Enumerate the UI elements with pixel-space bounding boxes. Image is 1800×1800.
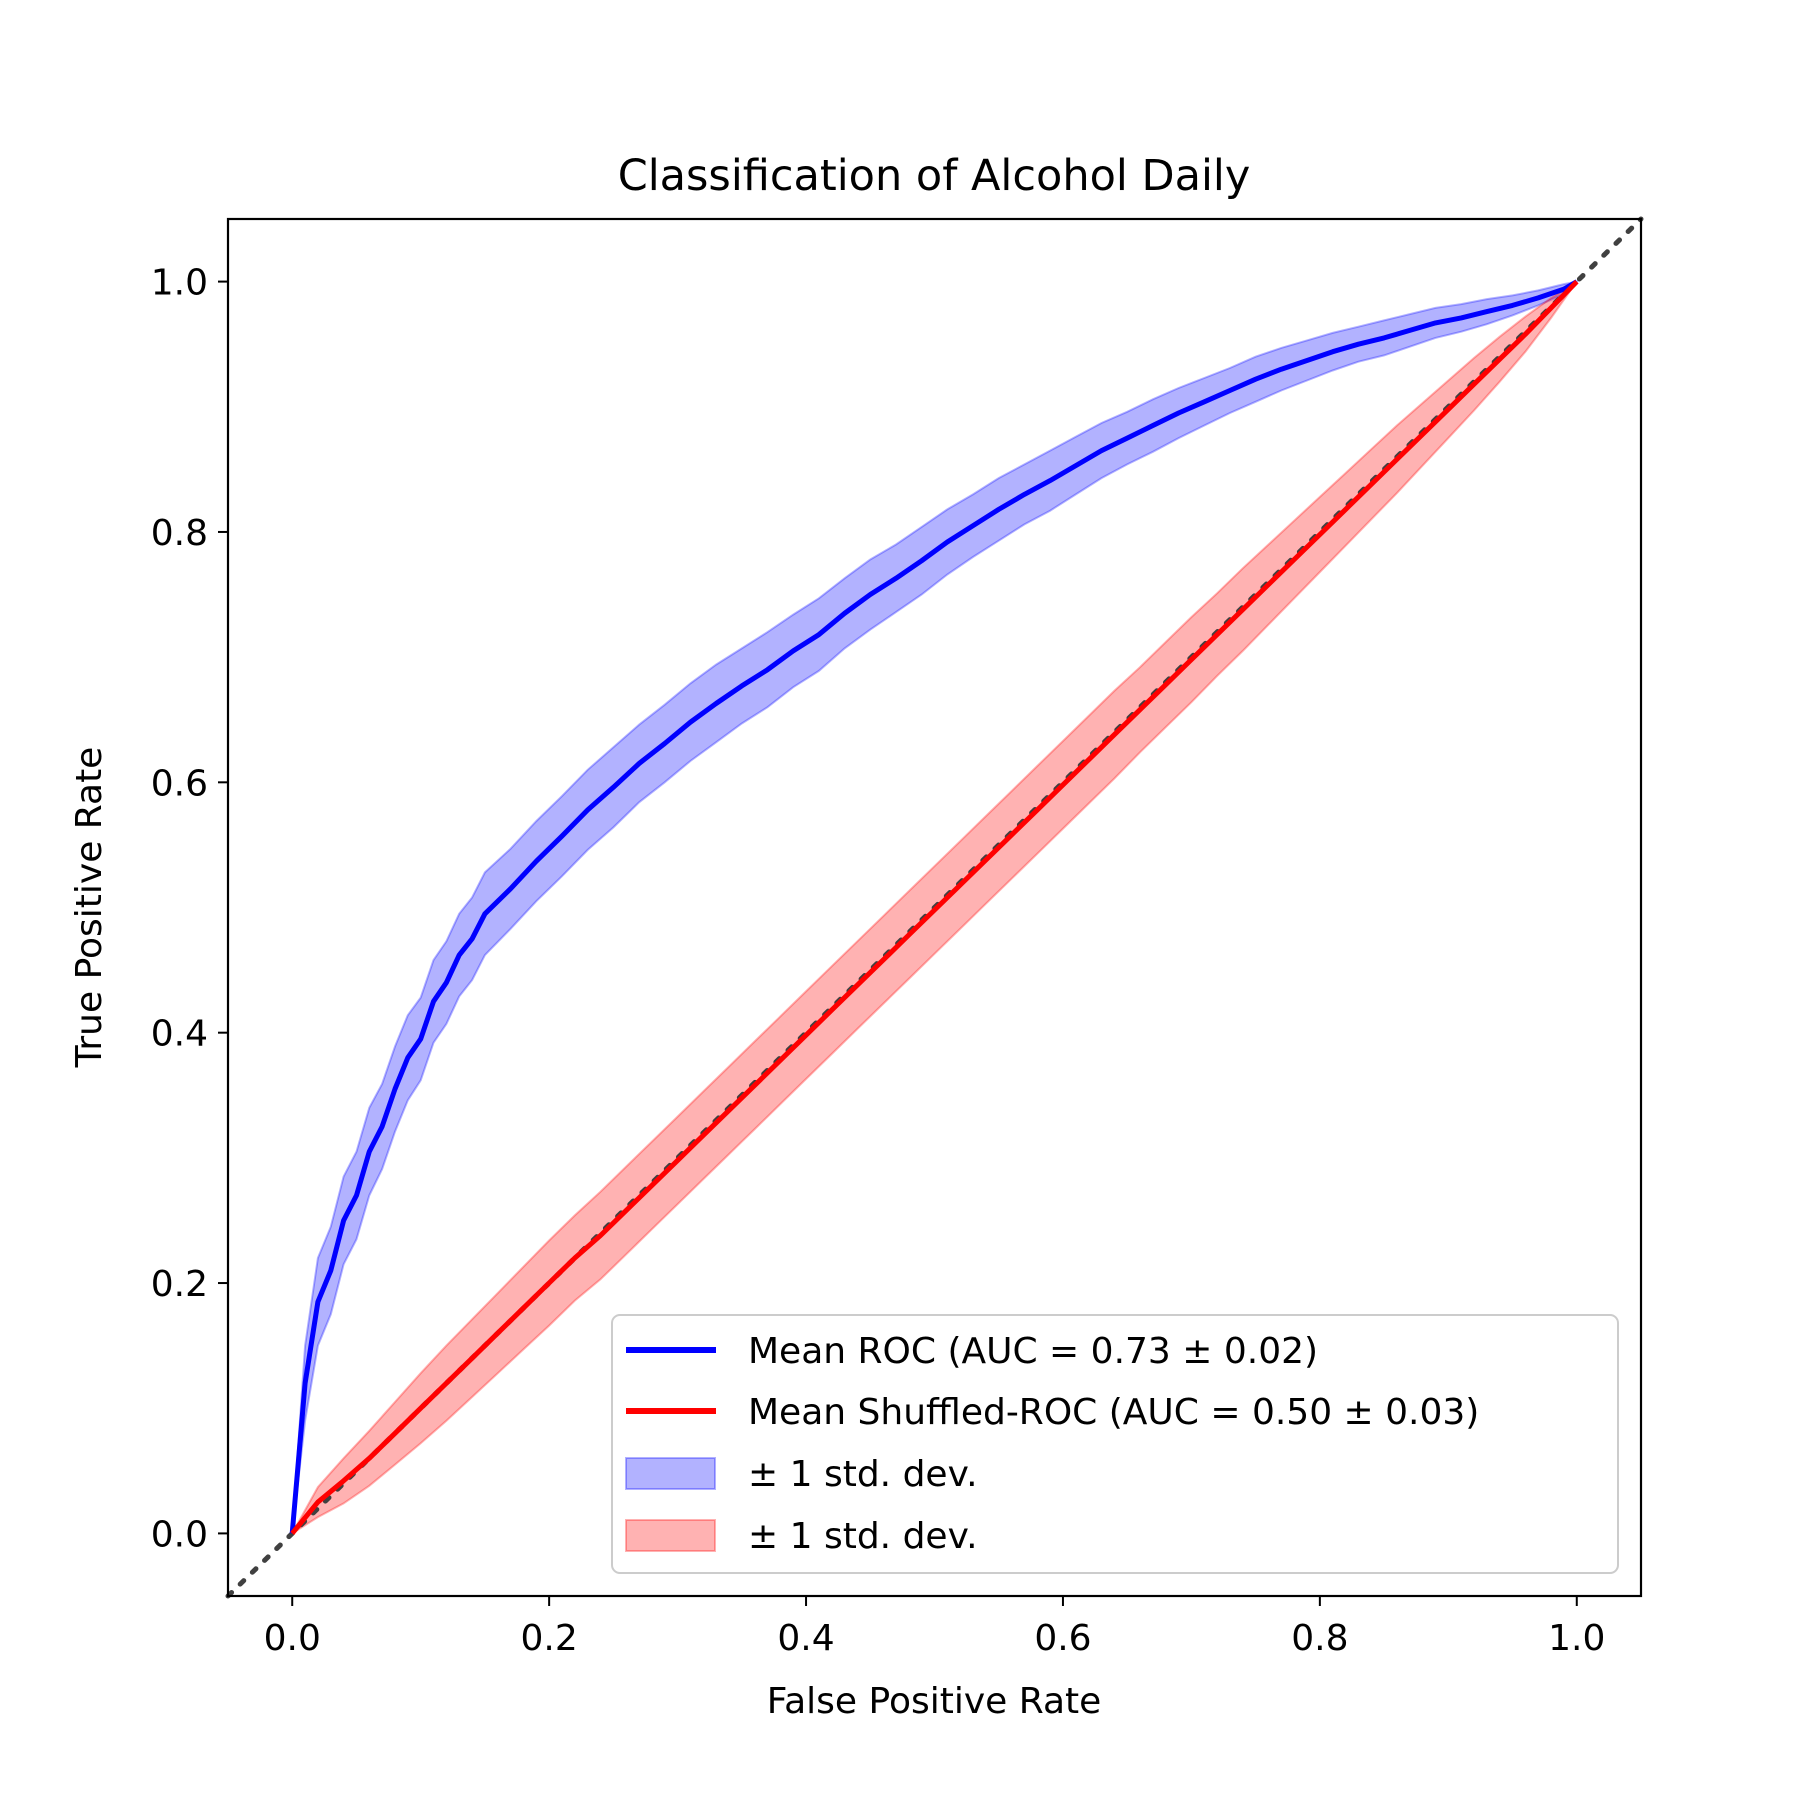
x-tick-label: 0.8	[1291, 1618, 1348, 1659]
y-tick-label: 1.0	[151, 263, 208, 304]
legend-label-red-band: ± 1 std. dev.	[748, 1516, 978, 1557]
x-axis-ticks: 0.0 0.2 0.4 0.6 0.8 1.0	[264, 1596, 1605, 1659]
x-tick-label: 1.0	[1548, 1618, 1605, 1659]
x-axis-label: False Positive Rate	[767, 1681, 1102, 1722]
y-tick-label: 0.2	[151, 1264, 208, 1305]
legend: Mean ROC (AUC = 0.73 ± 0.02) Mean Shuffl…	[611, 1314, 1619, 1574]
chart-title: Classification of Alcohol Daily	[618, 151, 1251, 201]
y-tick-label: 0.6	[151, 763, 208, 804]
plot-frame	[226, 217, 1643, 1598]
y-axis-label: True Positive Rate	[69, 747, 110, 1069]
legend-label-blue-band: ± 1 std. dev.	[748, 1454, 978, 1495]
y-axis-ticks: 0.0 0.2 0.4 0.6 0.8 1.0	[151, 263, 228, 1555]
y-tick-label: 0.8	[151, 513, 208, 554]
x-tick-label: 0.0	[264, 1618, 321, 1659]
legend-box	[611, 1314, 1619, 1574]
x-tick-label: 0.6	[1034, 1618, 1091, 1659]
legend-swatch-red-band	[625, 1519, 716, 1552]
y-tick-label: 0.4	[151, 1014, 208, 1055]
series-lines	[289, 279, 1579, 1535]
mean-roc-line	[289, 279, 1579, 1534]
y-tick-label: 0.0	[151, 1514, 208, 1555]
mean-shuffled-roc-line	[290, 279, 1579, 1535]
x-tick-label: 0.4	[777, 1618, 834, 1659]
legend-swatch-blue-band	[625, 1457, 716, 1490]
x-tick-label: 0.2	[521, 1618, 578, 1659]
legend-label-shuffled-roc: Mean Shuffled-ROC (AUC = 0.50 ± 0.03)	[748, 1392, 1479, 1433]
legend-label-mean-roc: Mean ROC (AUC = 0.73 ± 0.02)	[748, 1331, 1318, 1372]
